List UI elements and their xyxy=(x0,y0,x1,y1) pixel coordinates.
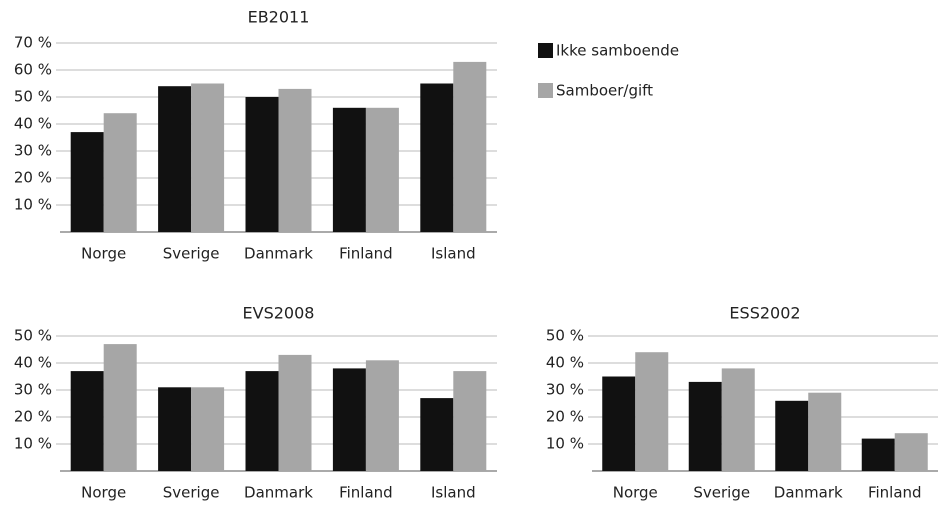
y-tick-label: 20 % xyxy=(14,169,52,187)
bar xyxy=(332,368,366,471)
bar xyxy=(103,113,137,232)
bar xyxy=(453,371,487,471)
bar xyxy=(332,107,366,232)
x-tick-label: Norge xyxy=(613,484,658,502)
x-tick-label: Sverige xyxy=(163,484,220,502)
bar xyxy=(688,381,722,471)
bar xyxy=(103,344,137,471)
bar xyxy=(70,132,104,232)
bar xyxy=(245,371,279,471)
bar xyxy=(861,438,895,471)
x-tick-label: Finland xyxy=(339,245,393,263)
x-tick-label: Danmark xyxy=(244,245,313,263)
y-tick-label: 30 % xyxy=(14,381,52,399)
x-tick-label: Norge xyxy=(81,245,126,263)
bar xyxy=(775,400,809,471)
y-tick-label: 40 % xyxy=(546,354,584,372)
bar xyxy=(808,392,842,471)
y-tick-label: 50 % xyxy=(546,327,584,345)
bar xyxy=(365,360,399,471)
y-tick-label: 20 % xyxy=(14,408,52,426)
bar xyxy=(894,433,928,471)
bar xyxy=(278,354,312,471)
bar xyxy=(278,88,312,233)
bar xyxy=(191,83,225,232)
bar xyxy=(420,83,454,232)
x-tick-label: Island xyxy=(431,245,476,263)
y-tick-label: 50 % xyxy=(14,327,52,345)
y-tick-label: 60 % xyxy=(14,61,52,79)
bar xyxy=(420,398,454,471)
legend-swatch xyxy=(538,43,553,58)
bar xyxy=(602,376,636,471)
y-tick-label: 20 % xyxy=(546,408,584,426)
legend-swatch xyxy=(538,83,553,98)
bar xyxy=(453,61,487,233)
x-tick-label: Sverige xyxy=(163,245,220,263)
y-tick-label: 70 % xyxy=(14,34,52,52)
bar xyxy=(158,387,192,471)
x-tick-label: Sverige xyxy=(693,484,750,502)
bar xyxy=(365,107,399,232)
y-tick-label: 10 % xyxy=(14,196,52,214)
y-tick-label: 40 % xyxy=(14,115,52,133)
x-tick-label: Finland xyxy=(868,484,922,502)
bar xyxy=(635,352,669,471)
bar xyxy=(158,86,192,232)
legend-label: Ikke samboende xyxy=(556,42,679,60)
chart-title: EB2011 xyxy=(248,8,310,27)
y-tick-label: 10 % xyxy=(546,435,584,453)
x-tick-label: Finland xyxy=(339,484,393,502)
x-tick-label: Norge xyxy=(81,484,126,502)
y-tick-label: 10 % xyxy=(14,435,52,453)
y-tick-label: 40 % xyxy=(14,354,52,372)
x-tick-label: Danmark xyxy=(244,484,313,502)
x-tick-label: Island xyxy=(431,484,476,502)
bar xyxy=(70,371,104,471)
bar xyxy=(191,387,225,471)
x-tick-label: Danmark xyxy=(774,484,843,502)
bar xyxy=(721,368,755,471)
y-tick-label: 30 % xyxy=(14,142,52,160)
y-tick-label: 50 % xyxy=(14,88,52,106)
bar xyxy=(245,97,279,232)
chart-title: ESS2002 xyxy=(729,304,800,323)
legend-label: Samboer/gift xyxy=(556,82,653,100)
y-tick-label: 30 % xyxy=(546,381,584,399)
chart-title: EVS2008 xyxy=(243,304,315,323)
